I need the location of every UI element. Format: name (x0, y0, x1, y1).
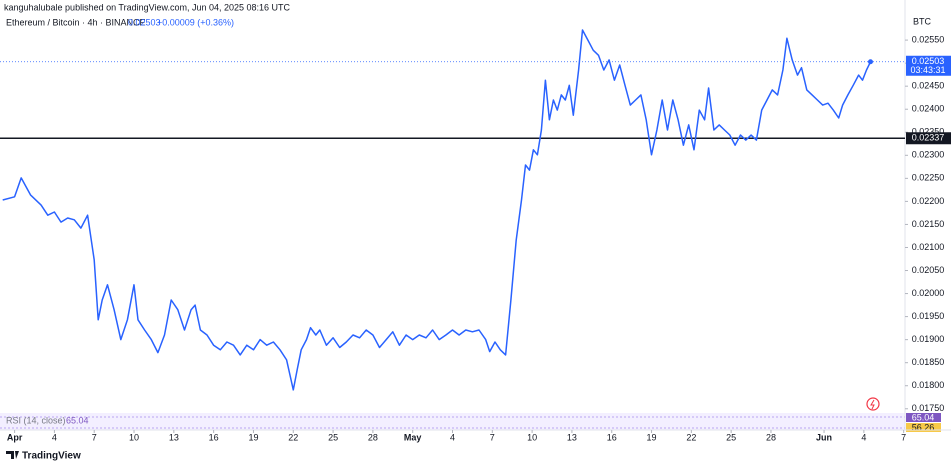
x-tick-label: 10 (527, 432, 537, 442)
x-tick-label: 22 (686, 432, 696, 442)
rsi-value-axis: 65.04 (912, 412, 935, 422)
x-tick-label: 25 (726, 432, 736, 442)
x-tick-label: 4 (861, 432, 866, 442)
y-tick-label: 0.01800 (912, 380, 945, 390)
level-label-box (906, 132, 951, 145)
y-tick-label: 0.01850 (912, 357, 945, 367)
rsi-value: 65.04 (66, 415, 89, 425)
x-tick-label: 13 (567, 432, 577, 442)
symbol-title: Ethereum / Bitcoin · 4h · BINANCE (6, 17, 146, 27)
x-tick-label: 13 (169, 432, 179, 442)
y-tick-label: 0.02100 (912, 242, 945, 252)
x-tick-label: 7 (901, 432, 906, 442)
y-tick-label: 0.02000 (912, 288, 945, 298)
x-tick-label: 28 (766, 432, 776, 442)
price-label-box (906, 55, 951, 76)
x-tick-label: May (404, 432, 422, 442)
countdown: 03:43:31 (910, 65, 945, 75)
y-tick-label: 0.02350 (912, 127, 945, 137)
y-tick-label: 0.02450 (912, 81, 945, 91)
level-label: 0.02337 (912, 133, 945, 143)
header-change: +0.00009 (+0.36%) (157, 17, 234, 27)
y-tick-label: 0.02550 (912, 34, 945, 44)
published-note: kanguhalubale published on TradingView.c… (4, 2, 291, 12)
x-tick-label: 28 (368, 432, 378, 442)
currency: BTC (913, 16, 932, 26)
alert-bolt (870, 399, 875, 410)
y-tick-label: 0.01750 (912, 403, 945, 413)
last-point (867, 59, 873, 65)
rsi-pane (0, 413, 905, 430)
y-tick-label: 0.02250 (912, 173, 945, 183)
x-tick-label: 22 (288, 432, 298, 442)
price-line (2, 29, 872, 391)
y-tick-label: 0.02300 (912, 150, 945, 160)
x-tick-label: 16 (607, 432, 617, 442)
y-tick-label: 0.01900 (912, 334, 945, 344)
x-tick-label: 19 (647, 432, 657, 442)
x-tick-label: 25 (328, 432, 338, 442)
x-tick-label: 19 (248, 432, 258, 442)
x-tick-label: 7 (490, 432, 495, 442)
x-tick-label: Jun (816, 432, 832, 442)
header-price: 0.02503 (128, 17, 161, 27)
x-tick-label: 16 (209, 432, 219, 442)
x-tick-label: 10 (129, 432, 139, 442)
brand: TradingView (22, 451, 81, 461)
price-label: 0.02503 (912, 56, 945, 66)
rsi-label: RSI (14, close) (6, 415, 66, 425)
x-tick-label: 4 (52, 432, 57, 442)
y-tick-label: 0.01950 (912, 311, 945, 321)
alert-icon[interactable] (866, 397, 880, 411)
x-tick-label: 4 (450, 432, 455, 442)
brand-logo (6, 451, 19, 459)
y-tick-label: 0.02400 (912, 104, 945, 114)
x-tick-label: Apr (7, 432, 23, 442)
rsi-ma-axis: 56.26 (912, 422, 935, 432)
y-tick-label: 0.02150 (912, 219, 945, 229)
y-tick-label: 0.02200 (912, 196, 945, 206)
rsi-ma-box (906, 423, 941, 432)
rsi-value-box (906, 413, 941, 422)
x-tick-label: 7 (92, 432, 97, 442)
y-tick-label: 0.02050 (912, 265, 945, 275)
